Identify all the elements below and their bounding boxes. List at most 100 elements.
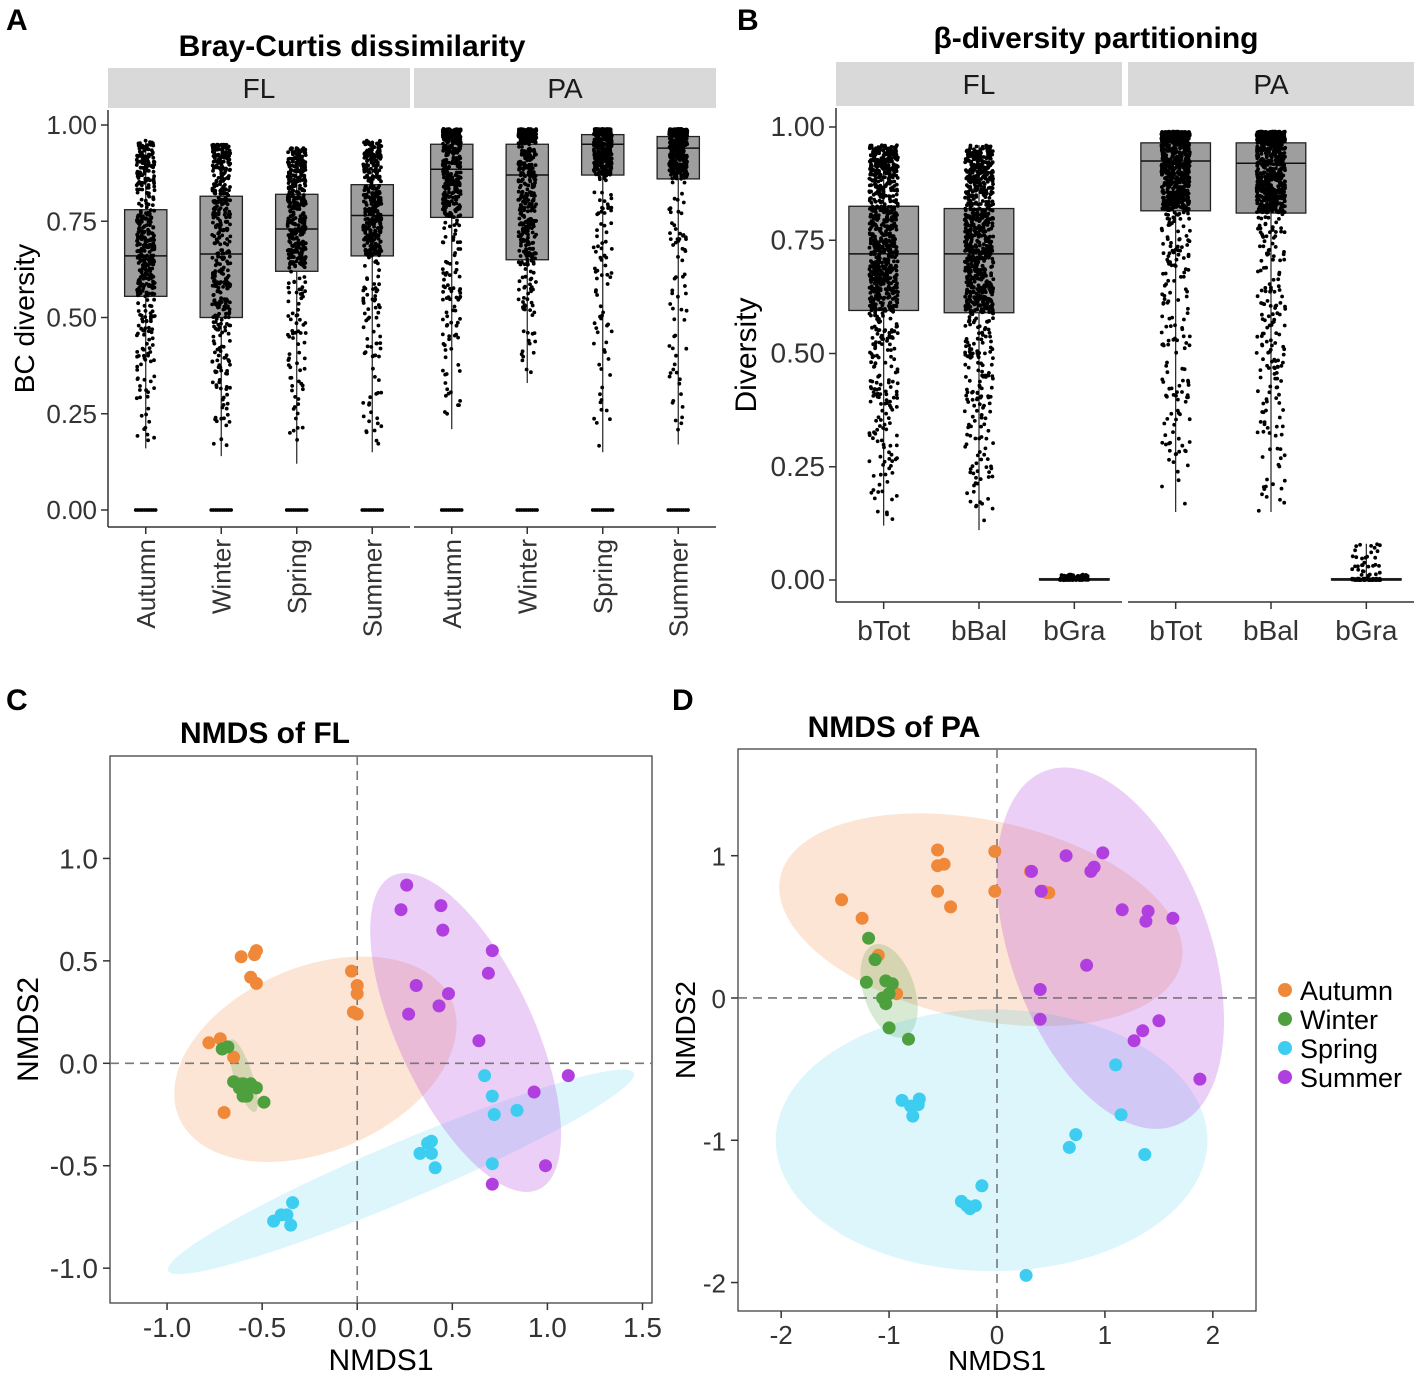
jitter-point [886, 156, 891, 160]
y-tick-label: 1.00 [771, 111, 826, 142]
jitter-point [869, 286, 874, 291]
jitter-point [300, 199, 304, 204]
jitter-point [375, 416, 380, 421]
jitter-point [295, 361, 299, 366]
jitter-point [530, 207, 535, 212]
y-tick-label: 0.25 [771, 451, 826, 482]
jitter-point [299, 168, 303, 173]
jitter-point [211, 441, 216, 446]
jitter-point [146, 183, 151, 187]
jitter-point [454, 170, 459, 175]
jitter-point [450, 214, 455, 219]
jitter-point-zero [610, 508, 615, 512]
jitter-point [441, 290, 445, 294]
jitter-point [867, 189, 872, 194]
jitter-point [218, 386, 223, 391]
jitter-point [442, 343, 447, 348]
jitter-point [226, 249, 231, 253]
jitter-point [210, 359, 215, 364]
jitter-point [869, 360, 873, 365]
jitter-point [605, 142, 610, 147]
jitter-point [597, 140, 601, 144]
jitter-point [517, 163, 522, 168]
jitter-point [296, 245, 301, 250]
jitter-point [886, 380, 891, 385]
jitter-point [965, 170, 970, 174]
jitter-point [212, 151, 217, 156]
jitter-point [894, 443, 899, 448]
jitter-point [872, 430, 876, 435]
jitter-point [441, 136, 446, 141]
jitter-point [441, 368, 445, 373]
jitter-point [605, 323, 609, 328]
jitter-point [139, 210, 143, 215]
jitter-point [982, 452, 987, 457]
jitter-point [966, 194, 971, 199]
jitter-point [214, 258, 219, 263]
jitter-point [227, 323, 232, 328]
jitter-point [145, 212, 149, 217]
jitter-point [228, 161, 233, 166]
jitter-point [144, 216, 149, 221]
y-tick-label: 0.75 [46, 206, 97, 236]
jitter-point [228, 339, 232, 343]
jitter-point [212, 299, 217, 303]
jitter-point [870, 355, 875, 360]
jitter-point [214, 383, 219, 388]
jitter-point [869, 313, 873, 318]
jitter-point [986, 220, 991, 225]
jitter-point [300, 154, 305, 159]
jitter-point [600, 241, 605, 246]
jitter-point [376, 441, 381, 446]
jitter-point [288, 376, 293, 380]
jitter-point [378, 221, 382, 226]
jitter-point [531, 261, 536, 266]
jitter-point [374, 438, 379, 443]
jitter-point [221, 188, 225, 193]
jitter-point [443, 158, 448, 163]
jitter-point [452, 304, 457, 309]
jitter-point [135, 187, 140, 192]
jitter-point [369, 410, 373, 415]
jitter-point [609, 196, 614, 201]
jitter-point [220, 197, 225, 202]
jitter-point [458, 291, 463, 295]
jitter-point [976, 303, 981, 308]
jitter-point [369, 231, 373, 236]
jitter-point [869, 269, 873, 274]
jitter-point [136, 376, 140, 381]
jitter-point [599, 246, 604, 251]
jitter-point [226, 315, 231, 320]
jitter-point [668, 302, 673, 306]
jitter-point [873, 182, 878, 187]
jitter-point [674, 353, 678, 358]
jitter-point [287, 352, 292, 356]
jitter-point [677, 170, 682, 175]
jitter-point [887, 330, 892, 335]
jitter-point [870, 172, 875, 177]
jitter-point [608, 171, 613, 176]
jitter-point [454, 206, 459, 211]
jitter-point [605, 272, 610, 277]
jitter-point [447, 164, 451, 169]
jitter-point [599, 273, 604, 277]
jitter-point [376, 274, 381, 279]
jitter-point [983, 416, 988, 421]
y-tick-label: 0.00 [771, 564, 826, 595]
jitter-point [454, 189, 459, 193]
jitter-point [143, 236, 148, 241]
jitter-point [142, 148, 147, 153]
jitter-point [216, 305, 220, 310]
jitter-point [377, 354, 381, 359]
jitter-point [880, 260, 884, 265]
jitter-point [365, 276, 369, 281]
jitter-point [875, 509, 880, 514]
jitter-point [374, 315, 379, 320]
jitter-point [442, 226, 447, 231]
jitter-point [979, 394, 984, 399]
jitter-point [449, 289, 454, 294]
jitter-point [876, 179, 881, 184]
jitter-points [284, 146, 309, 512]
jitter-point [362, 140, 366, 145]
jitter-point [220, 165, 225, 170]
